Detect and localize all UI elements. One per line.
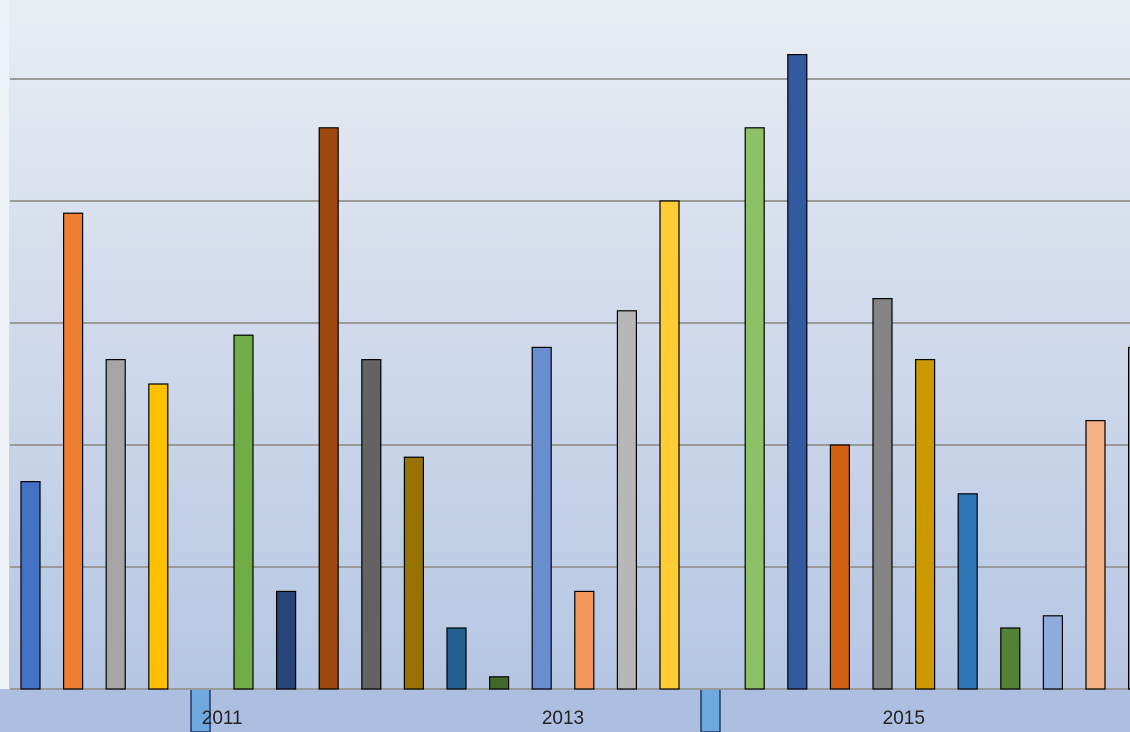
bar (233, 334, 254, 690)
bar (744, 127, 765, 690)
bars (20, 53, 1130, 690)
bar (361, 359, 382, 690)
axis-marker (700, 688, 721, 732)
grid (10, 78, 1130, 690)
x-tick-label: 2015 (883, 708, 925, 729)
bar (957, 493, 978, 690)
bar (914, 359, 936, 690)
bar (446, 627, 467, 690)
bar (574, 590, 595, 690)
bar (318, 127, 339, 690)
bar (20, 481, 41, 690)
bar (659, 200, 680, 690)
bar (1127, 346, 1130, 690)
bar (872, 298, 893, 690)
left-edge (0, 0, 9, 732)
bar (1085, 420, 1106, 690)
x-tick-label: 2011 (202, 708, 243, 729)
bar (787, 53, 808, 690)
bar (105, 359, 126, 690)
bar (276, 590, 297, 690)
bar (62, 212, 84, 690)
bar (829, 444, 851, 690)
x-axis-band (0, 689, 1130, 732)
bar (489, 676, 510, 690)
bar (531, 346, 552, 690)
bar (1000, 627, 1021, 690)
bar (403, 456, 424, 690)
bar (148, 383, 169, 690)
x-tick-label: 2013 (542, 708, 584, 729)
x-labels: 2011 2013 2015 (202, 708, 925, 729)
bar (616, 310, 638, 690)
bar (1042, 615, 1064, 690)
